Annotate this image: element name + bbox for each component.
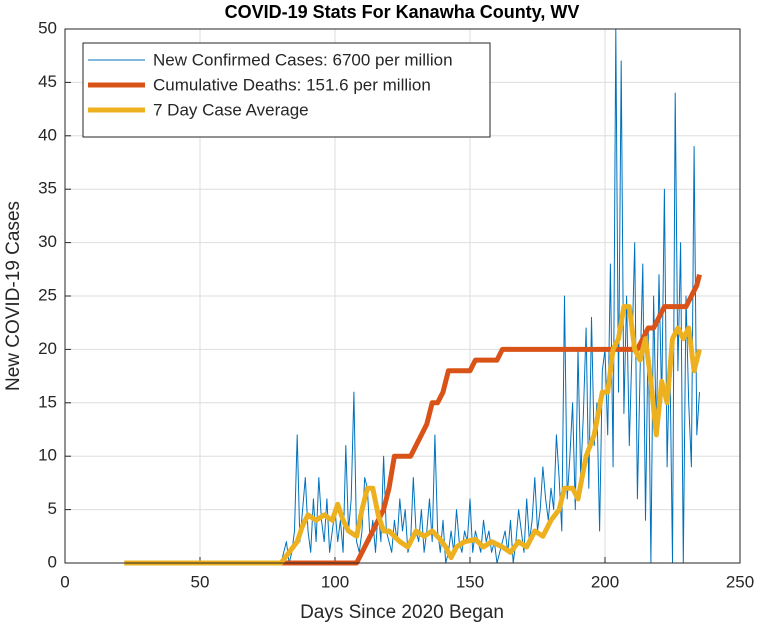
y-tick-label: 20 [38, 339, 57, 358]
y-tick-label: 10 [38, 446, 57, 465]
plot-frame [64, 28, 741, 564]
legend-box [82, 42, 491, 138]
y-tick-label: 25 [38, 285, 57, 304]
x-tick-label: 250 [726, 572, 754, 591]
legend-label: Cumulative Deaths: 151.6 per million [153, 75, 431, 94]
legend-label: 7 Day Case Average [153, 100, 309, 119]
y-tick-label: 45 [38, 72, 57, 91]
y-tick-label: 15 [38, 392, 57, 411]
y-tick-label: 40 [38, 125, 57, 144]
y-tick-label: 0 [48, 552, 57, 571]
data-line [124, 304, 702, 566]
x-tick-label: 0 [60, 572, 69, 591]
x-axis-label: Days Since 2020 Began [300, 602, 504, 623]
x-tick-label: 200 [591, 572, 619, 591]
y-tick-label: 50 [38, 18, 57, 37]
x-tick-label: 150 [456, 572, 484, 591]
chart-title: COVID-19 Stats For Kanawha County, WV [225, 2, 580, 22]
x-tick-label: 50 [191, 572, 210, 591]
y-tick-label: 30 [38, 232, 57, 251]
y-tick-label: 5 [48, 499, 57, 518]
x-tick-label: 100 [321, 572, 349, 591]
y-tick-label: 35 [38, 179, 57, 198]
legend-label: New Confirmed Cases: 6700 per million [153, 50, 453, 69]
y-axis-label: New COVID-19 Cases [3, 201, 24, 391]
